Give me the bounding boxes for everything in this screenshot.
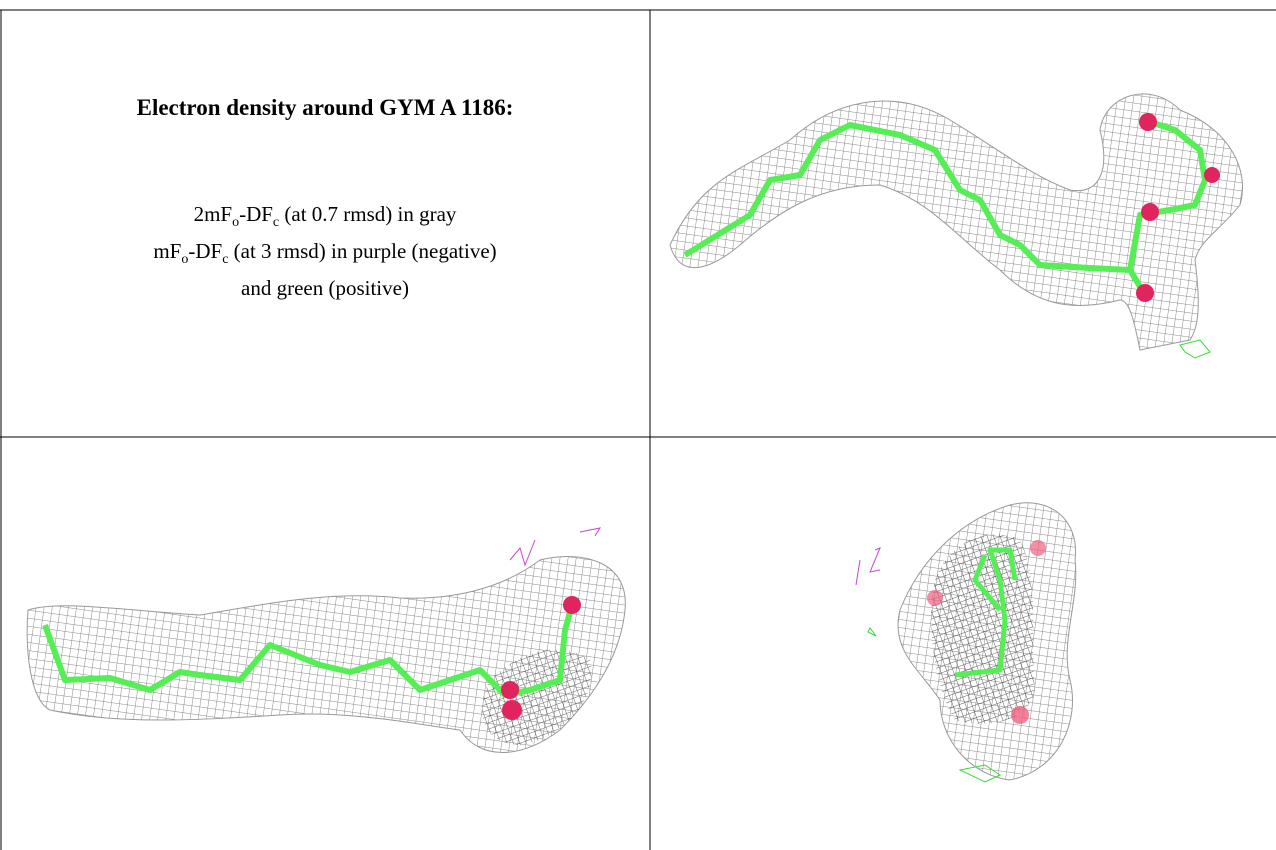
figure-table <box>0 0 1276 850</box>
density-view-1 <box>670 94 1243 358</box>
text-run: (at 0.7 rmsd) in gray <box>279 202 456 226</box>
density-view-2 <box>27 528 625 753</box>
text-run: -DF <box>239 202 273 226</box>
cell-title: Electron density around GYM A 1186: <box>0 95 650 121</box>
legend-line: and green (positive) <box>0 274 650 303</box>
text-run: 2mF <box>194 202 233 226</box>
density-view-3 <box>856 503 1076 782</box>
page: Electron density around GYM A 1186: 2mFo… <box>0 0 1276 850</box>
text-run: -DF <box>188 239 222 263</box>
legend-line: 2mFo-DFc (at 0.7 rmsd) in gray <box>0 200 650 237</box>
text-run: (at 3 rmsd) in purple (negative) <box>228 239 496 263</box>
legend-line: mFo-DFc (at 3 rmsd) in purple (negative) <box>0 237 650 274</box>
text-run: and green (positive) <box>241 276 409 300</box>
text-run: mF <box>153 239 181 263</box>
